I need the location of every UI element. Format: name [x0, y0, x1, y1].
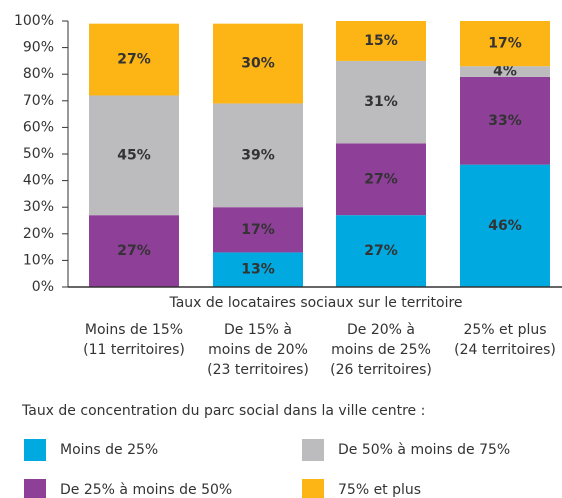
data-label: 27% — [117, 243, 151, 259]
y-tick-label: 100% — [14, 13, 54, 29]
x-tick-label: moins de 20% — [208, 342, 308, 358]
data-label: 33% — [488, 113, 522, 129]
x-tick-label: (23 territoires) — [207, 362, 309, 378]
legend-label: De 25% à moins de 50% — [60, 482, 232, 498]
bar-segment — [213, 207, 303, 253]
bar-segment — [460, 66, 550, 77]
bar-segment — [336, 143, 426, 216]
data-label: 39% — [241, 147, 275, 163]
legend-title: Taux de concentration du parc social dan… — [21, 403, 425, 419]
y-tick-label: 0% — [32, 279, 54, 295]
data-label: 13% — [241, 262, 275, 278]
legend-label: De 50% à moins de 75% — [338, 442, 510, 458]
bar-segment — [336, 21, 426, 61]
data-label: 30% — [241, 56, 275, 72]
y-tick-label: 10% — [23, 252, 54, 268]
y-tick-label: 60% — [23, 119, 54, 135]
y-tick-label: 30% — [23, 199, 54, 215]
bar-segment — [460, 164, 550, 287]
y-tick-label: 70% — [23, 93, 54, 109]
data-label: 27% — [117, 52, 151, 68]
legend-swatch — [24, 439, 46, 461]
x-tick-label: 25% et plus — [463, 322, 546, 338]
bar-segment — [213, 252, 303, 287]
x-tick-label: moins de 25% — [331, 342, 431, 358]
data-label: 17% — [488, 36, 522, 52]
data-label: 15% — [364, 33, 398, 49]
bar-segment — [460, 21, 550, 67]
bar-segment — [336, 215, 426, 287]
x-tick-label: (24 territoires) — [454, 342, 556, 358]
legend-label: Moins de 25% — [60, 442, 158, 458]
y-tick-label: 20% — [23, 226, 54, 242]
data-label: 4% — [493, 64, 517, 80]
bar-segment — [460, 76, 550, 165]
legend-label: 75% et plus — [338, 482, 421, 498]
x-tick-label: (26 territoires) — [330, 362, 432, 378]
bar-segment — [213, 23, 303, 104]
data-label: 46% — [488, 218, 522, 234]
y-tick-label: 50% — [23, 146, 54, 162]
data-label: 17% — [241, 222, 275, 238]
legend-swatch — [24, 479, 46, 498]
y-tick-label: 80% — [23, 66, 54, 82]
legend-swatch — [302, 439, 324, 461]
y-tick-label: 90% — [23, 40, 54, 56]
x-tick-label: De 15% à — [224, 322, 292, 338]
bar-segment — [89, 215, 179, 287]
y-tick-label: 40% — [23, 173, 54, 189]
bar-segment — [89, 95, 179, 216]
bar-segment — [213, 103, 303, 208]
data-label: 27% — [364, 243, 398, 259]
legend-swatch — [302, 479, 324, 498]
data-label: 27% — [364, 171, 398, 187]
bar-segment — [89, 23, 179, 96]
x-tick-label: (11 territoires) — [83, 342, 185, 358]
bar-segment — [336, 60, 426, 144]
x-tick-label: Moins de 15% — [85, 322, 183, 338]
data-label: 31% — [364, 94, 398, 110]
data-label: 45% — [117, 147, 151, 163]
x-tick-label: De 20% à — [347, 322, 415, 338]
x-axis-title: Taux de locataires sociaux sur le territ… — [168, 295, 462, 311]
